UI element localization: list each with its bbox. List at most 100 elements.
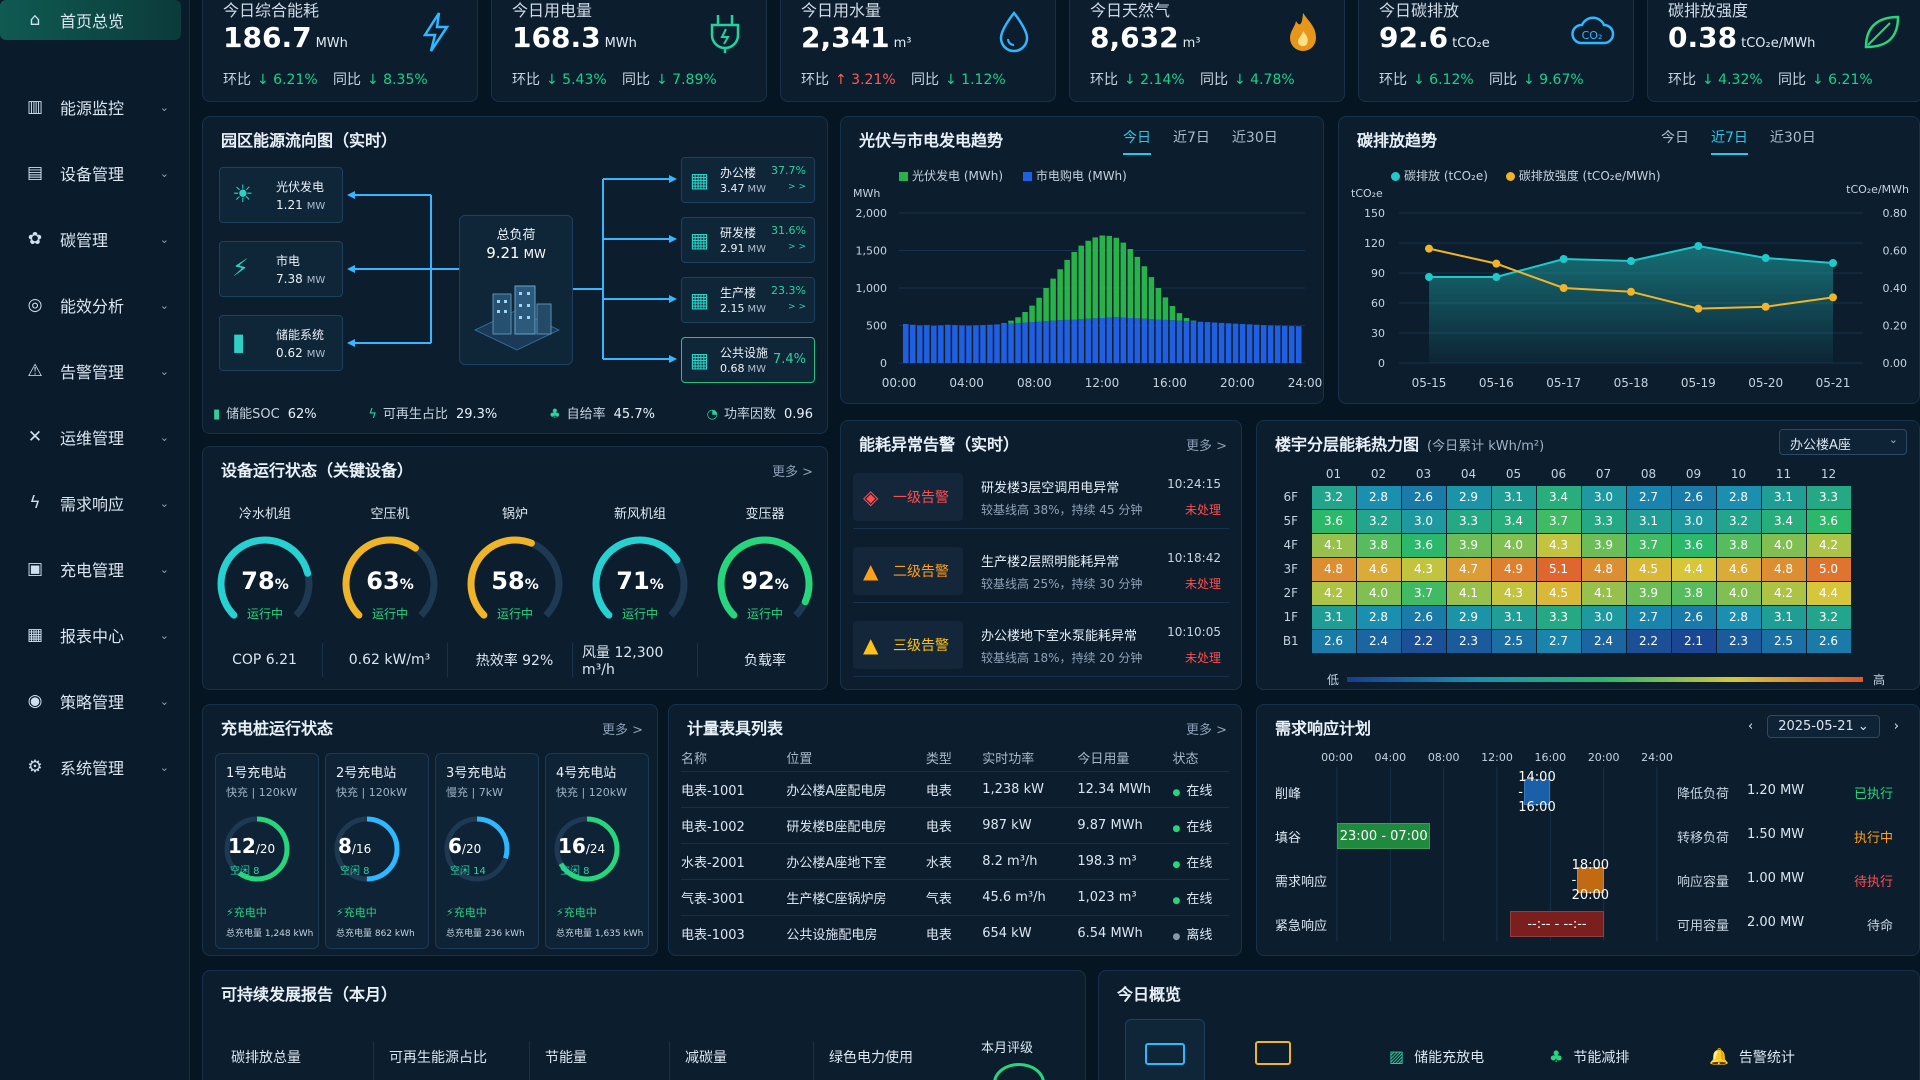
charging-station[interactable]: 4号充电站 快充 | 120kW 16/24 空闲 8 ⚡充电中 总充电量 1,635 k… [545, 753, 649, 949]
alarm-item[interactable]: ◈ 一级告警 研发楼3层空调用电异常 较基线高 38%，持续 45 分钟 10:24:1… [853, 465, 1229, 529]
heatmap-cell[interactable]: 3.4 [1535, 484, 1582, 510]
heatmap-cell[interactable]: 4.0 [1355, 580, 1402, 606]
heatmap-cell[interactable]: 4.0 [1715, 580, 1762, 606]
heatmap-cell[interactable]: 4.2 [1310, 580, 1357, 606]
heatmap-cell[interactable]: 3.9 [1580, 532, 1627, 558]
heatmap-cell[interactable]: 2.6 [1805, 628, 1852, 654]
heatmap-cell[interactable]: 4.1 [1580, 580, 1627, 606]
heatmap-cell[interactable]: 2.7 [1625, 604, 1672, 630]
flow-load-2[interactable]: ▦ 生产楼 2.15 MW 23.3% > > [681, 277, 815, 323]
kpi-card-0[interactable]: 今日综合能耗 186.7 MWh 环比 ↓ 6.21% 同比 ↓ 8.35% [202, 0, 478, 102]
heatmap-cell[interactable]: 2.5 [1490, 628, 1537, 654]
flow-source-1[interactable]: ⚡ 市电 7.38 MW [219, 241, 343, 297]
heatmap-cell[interactable]: 5.0 [1805, 556, 1852, 582]
heatmap-cell[interactable]: 3.3 [1445, 508, 1492, 534]
heatmap-cell[interactable]: 2.3 [1715, 628, 1762, 654]
kpi-card-5[interactable]: 碳排放强度 0.38 tCO₂e/MWh 环比 ↓ 4.32% 同比 ↓ 6.21% [1647, 0, 1920, 102]
range-tab[interactable]: 近30日 [1769, 130, 1816, 146]
range-tab[interactable]: 近7日 [1711, 127, 1748, 155]
heatmap-cell[interactable]: 2.7 [1625, 484, 1672, 510]
heatmap-cell[interactable]: 4.8 [1580, 556, 1627, 582]
prev-date-icon[interactable]: ‹ [1747, 719, 1754, 734]
heatmap-cell[interactable]: 4.2 [1760, 580, 1807, 606]
flow-load-0[interactable]: ▦ 办公楼 3.47 MW 37.7% > > [681, 157, 815, 203]
kpi-card-3[interactable]: 今日天然气 8,632 m³ 环比 ↓ 2.14% 同比 ↓ 4.78% [1069, 0, 1345, 102]
kpi-card-2[interactable]: 今日用水量 2,341 m³ 环比 ↑ 3.21% 同比 ↓ 1.12% [780, 0, 1056, 102]
heatmap-cell[interactable]: 2.7 [1535, 628, 1582, 654]
overview-item[interactable]: ▨ 储能充放电 [1389, 1047, 1484, 1067]
table-row[interactable]: 电表-1003 公共设施配电房 电表 654 kW 6.54 MWh ● 离线 [681, 914, 1229, 951]
heatmap-cell[interactable]: 3.8 [1670, 580, 1717, 606]
heatmap-cell[interactable]: 4.3 [1400, 556, 1447, 582]
heatmap-cell[interactable]: 4.6 [1355, 556, 1402, 582]
range-tab[interactable]: 近30日 [1231, 130, 1278, 146]
heatmap-cell[interactable]: 2.5 [1760, 628, 1807, 654]
equipment-more-link[interactable]: 更多 > [771, 465, 813, 480]
heatmap-cell[interactable]: 2.2 [1400, 628, 1447, 654]
heatmap-cell[interactable]: 2.2 [1625, 628, 1672, 654]
charging-station[interactable]: 1号充电站 快充 | 120kW 12/20 空闲 8 ⚡充电中 总充电量 1,248 k… [215, 753, 319, 949]
sidebar-item-3[interactable]: ✿ 碳管理 ⌄ [0, 206, 189, 272]
charging-station[interactable]: 3号充电站 慢充 | 7kW 6/20 空闲 14 ⚡充电中 总充电量 236 kWh [435, 753, 539, 949]
heatmap-cell[interactable]: 2.6 [1400, 604, 1447, 630]
range-tab[interactable]: 今日 [1123, 127, 1151, 155]
sidebar-item-9[interactable]: ▦ 报表中心 ⌄ [0, 602, 189, 668]
heatmap-cell[interactable]: 4.0 [1760, 532, 1807, 558]
heatmap-cell[interactable]: 2.8 [1715, 484, 1762, 510]
storage-tile[interactable] [1125, 1019, 1205, 1080]
heatmap-cell[interactable]: 3.1 [1625, 508, 1672, 534]
heatmap-cell[interactable]: 4.3 [1490, 580, 1537, 606]
heatmap-cell[interactable]: 3.7 [1535, 508, 1582, 534]
heatmap-cell[interactable]: 4.8 [1310, 556, 1357, 582]
table-row[interactable]: 水表-2001 办公楼A座地下室 水表 8.2 m³/h 198.3 m³ ● 在线 [681, 842, 1229, 879]
heatmap-cell[interactable]: 3.4 [1490, 508, 1537, 534]
sidebar-item-11[interactable]: ⚙ 系统管理 ⌄ [0, 734, 189, 800]
flow-source-0[interactable]: ☀ 光伏发电 1.21 MW [219, 167, 343, 223]
alarm-item[interactable]: ▲ 三级告警 办公楼地下室水泵能耗异常 较基线高 18%，持续 20 分钟 10:10:… [853, 613, 1229, 677]
heatmap-cell[interactable]: 4.8 [1760, 556, 1807, 582]
heatmap-cell[interactable]: 2.8 [1715, 604, 1762, 630]
heatmap-cell[interactable]: 4.5 [1625, 556, 1672, 582]
heatmap-cell[interactable]: 5.1 [1535, 556, 1582, 582]
heatmap-cell[interactable]: 4.7 [1445, 556, 1492, 582]
heatmap-cell[interactable]: 3.7 [1625, 532, 1672, 558]
heatmap-cell[interactable]: 3.9 [1625, 580, 1672, 606]
heatmap-cell[interactable]: 4.4 [1670, 556, 1717, 582]
heatmap-cell[interactable]: 4.1 [1445, 580, 1492, 606]
flow-load-3[interactable]: ▦ 公共设施 0.68 MW 7.4% [681, 337, 815, 383]
range-tab[interactable]: 今日 [1661, 130, 1689, 146]
flow-source-2[interactable]: ▮ 储能系统 0.62 MW [219, 315, 343, 371]
flow-load-1[interactable]: ▦ 研发楼 2.91 MW 31.6% > > [681, 217, 815, 263]
sidebar-item-7[interactable]: ϟ 需求响应 ⌄ [0, 470, 189, 536]
demand-date-picker[interactable]: 2025-05-21 ⌄ [1767, 715, 1880, 738]
sidebar-item-4[interactable]: ◎ 能效分析 ⌄ [0, 272, 189, 338]
sidebar-item-8[interactable]: ▣ 充电管理 ⌄ [0, 536, 189, 602]
sidebar-item-10[interactable]: ◉ 策略管理 ⌄ [0, 668, 189, 734]
alarm-item[interactable]: ▲ 二级告警 生产楼2层照明能耗异常 较基线高 25%，持续 30 分钟 10:18:4… [853, 539, 1229, 603]
heatmap-cell[interactable]: 3.0 [1400, 508, 1447, 534]
heatmap-cell[interactable]: 3.1 [1760, 484, 1807, 510]
range-tab[interactable]: 近7日 [1173, 130, 1210, 146]
table-row[interactable]: 电表-1002 研发楼B座配电房 电表 987 kW 9.87 MWh ● 在线 [681, 806, 1229, 843]
kpi-card-1[interactable]: 今日用电量 168.3 MWh 环比 ↓ 5.43% 同比 ↓ 7.89% [491, 0, 767, 102]
heatmap-cell[interactable]: 2.6 [1670, 604, 1717, 630]
heatmap-cell[interactable]: 4.3 [1535, 532, 1582, 558]
heatmap-cell[interactable]: 2.6 [1670, 484, 1717, 510]
heatmap-cell[interactable]: 2.8 [1355, 484, 1402, 510]
overview-item[interactable]: ♣ 节能减排 [1549, 1047, 1629, 1067]
heatmap-cell[interactable]: 2.9 [1445, 604, 1492, 630]
sidebar-item-2[interactable]: ▤ 设备管理 ⌄ [0, 140, 189, 206]
heatmap-cell[interactable]: 3.9 [1445, 532, 1492, 558]
heatmap-cell[interactable]: 3.8 [1715, 532, 1762, 558]
heatmap-cell[interactable]: 4.0 [1490, 532, 1537, 558]
heatmap-cell[interactable]: 4.2 [1805, 532, 1852, 558]
heatmap-cell[interactable]: 3.0 [1580, 484, 1627, 510]
heatmap-cell[interactable]: 3.2 [1355, 508, 1402, 534]
heatmap-cell[interactable]: 4.4 [1805, 580, 1852, 606]
meter-more-link[interactable]: 更多 > [1185, 723, 1227, 738]
heatmap-cell[interactable]: 4.9 [1490, 556, 1537, 582]
heatmap-cell[interactable]: 3.1 [1490, 484, 1537, 510]
heatmap-cell[interactable]: 3.1 [1760, 604, 1807, 630]
heatmap-cell[interactable]: 3.8 [1355, 532, 1402, 558]
heatmap-cell[interactable]: 3.3 [1535, 604, 1582, 630]
